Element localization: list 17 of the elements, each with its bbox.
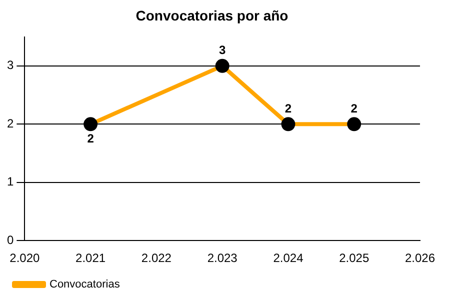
data-label: 3 (218, 43, 226, 58)
x-tick-label: 2.024 (273, 251, 304, 266)
data-label: 2 (284, 101, 292, 116)
y-tick-label: 1 (6, 174, 14, 189)
y-tick-label: 0 (6, 232, 14, 247)
data-label: 2 (350, 101, 358, 116)
x-tick-label: 2.026 (404, 251, 436, 266)
y-tick-label: 2 (6, 116, 14, 130)
data-label: 2 (87, 131, 94, 146)
y-tick-label: 3 (6, 58, 14, 72)
legend-label: Convocatorias (50, 278, 120, 291)
x-tick-label: 2.025 (339, 251, 370, 266)
x-tick-label: 2.022 (141, 251, 172, 266)
chart-title: Convocatorias por año (136, 7, 288, 24)
x-tick-label: 2.023 (207, 251, 238, 266)
x-tick-label: 2.021 (76, 251, 106, 266)
x-tick-label: 2.020 (10, 251, 40, 266)
